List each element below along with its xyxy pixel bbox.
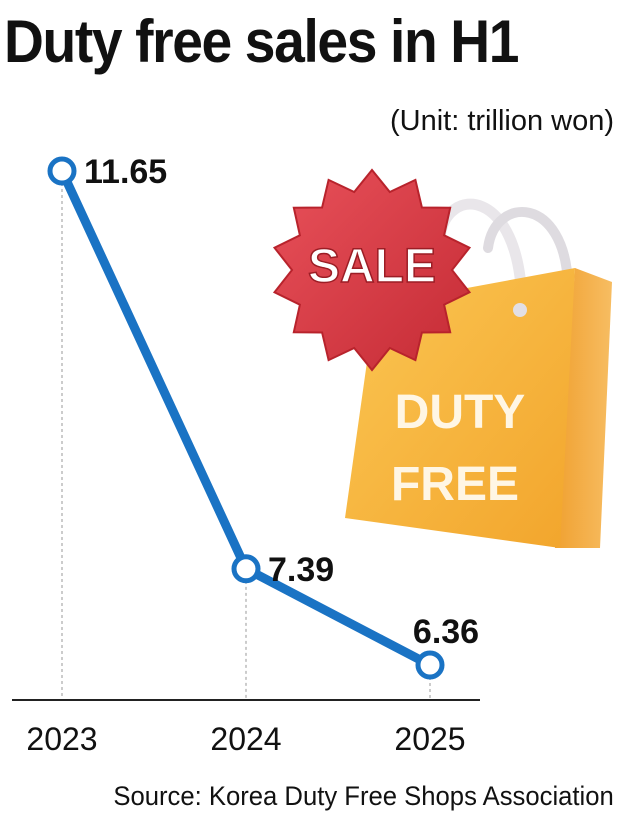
x-tick-label: 2024 bbox=[210, 721, 281, 757]
data-point bbox=[47, 156, 77, 186]
sale-badge-text: SALE bbox=[308, 240, 436, 293]
data-point bbox=[415, 650, 445, 680]
data-labels: 11.65 7.39 6.36 bbox=[84, 153, 479, 651]
x-tick-label: 2023 bbox=[26, 721, 97, 757]
unit-note: (Unit: trillion won) bbox=[390, 105, 614, 137]
data-label: 11.65 bbox=[84, 153, 167, 191]
x-tick-label: 2025 bbox=[394, 721, 465, 757]
bag-text-duty: DUTY bbox=[395, 386, 526, 439]
bag-text-free: FREE bbox=[391, 458, 519, 511]
series-line bbox=[57, 166, 435, 670]
x-tick-labels: 2023 2024 2025 bbox=[26, 721, 465, 757]
chart-title: Duty free sales in H1 bbox=[4, 8, 519, 75]
source-note: Source: Korea Duty Free Shops Associatio… bbox=[113, 781, 614, 811]
data-label: 6.36 bbox=[413, 613, 479, 651]
data-label: 7.39 bbox=[268, 551, 334, 589]
data-points bbox=[47, 156, 445, 680]
data-point bbox=[231, 554, 261, 584]
sale-badge-icon: SALE bbox=[272, 168, 472, 372]
drop-lines bbox=[61, 171, 431, 700]
